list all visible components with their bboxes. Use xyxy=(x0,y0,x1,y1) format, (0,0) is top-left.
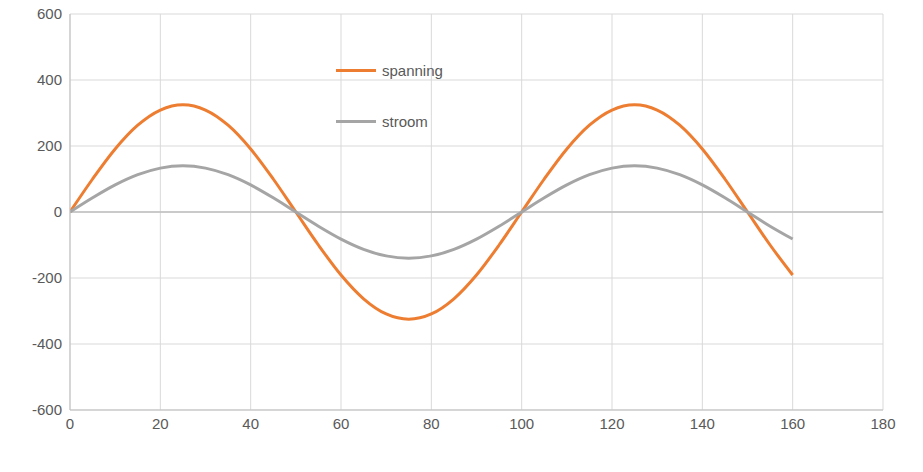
svg-text:120: 120 xyxy=(599,415,624,432)
svg-text:0: 0 xyxy=(54,203,62,220)
svg-text:-200: -200 xyxy=(32,269,62,286)
svg-text:180: 180 xyxy=(870,415,895,432)
svg-text:60: 60 xyxy=(333,415,350,432)
svg-text:160: 160 xyxy=(780,415,805,432)
html-text:spanning: spanning xyxy=(382,62,443,79)
svg-text:0: 0 xyxy=(66,415,74,432)
svg-text:140: 140 xyxy=(690,415,715,432)
svg-text:-600: -600 xyxy=(32,401,62,418)
svg-text:200: 200 xyxy=(37,137,62,154)
svg-text:-400: -400 xyxy=(32,335,62,352)
svg-text:100: 100 xyxy=(509,415,534,432)
html-text:stroom: stroom xyxy=(382,113,428,130)
svg-text:600: 600 xyxy=(37,5,62,22)
svg-text:20: 20 xyxy=(152,415,169,432)
svg-text:400: 400 xyxy=(37,71,62,88)
svg-text:80: 80 xyxy=(423,415,440,432)
svg-text:40: 40 xyxy=(242,415,259,432)
